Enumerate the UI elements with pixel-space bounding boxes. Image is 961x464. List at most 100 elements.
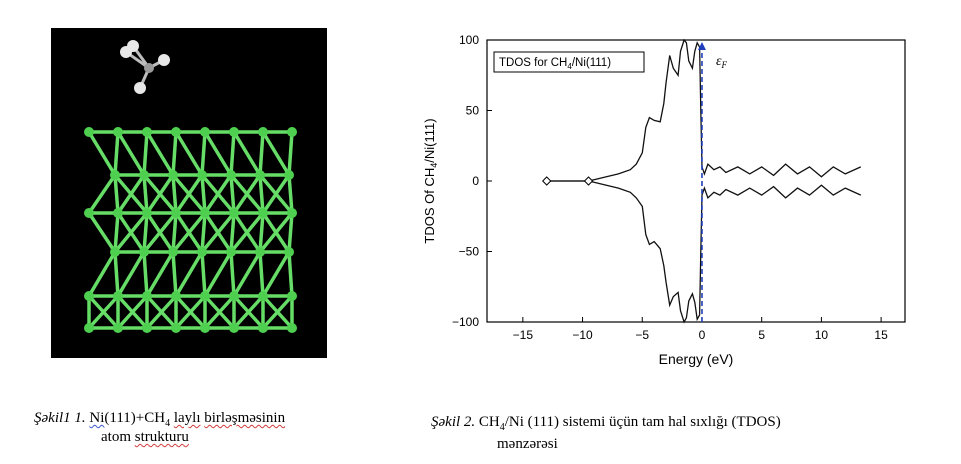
ni-bond	[113, 130, 120, 177]
ni-atom	[139, 247, 149, 257]
svg-text:TDOS for CH4/Ni(111): TDOS for CH4/Ni(111)	[499, 57, 611, 71]
ni-atom	[171, 323, 181, 333]
hydrogen-atom	[158, 54, 170, 66]
tdos-series-line-2	[546, 180, 862, 324]
ni-atom	[113, 208, 123, 218]
ni-bond	[171, 130, 178, 177]
ni-atom	[200, 208, 210, 218]
ni-bond	[200, 173, 207, 215]
tdos-chart: −15 −10 −5 0 5 10 15 100 50 0 −50 −100 TDOS for CH4…	[410, 28, 930, 378]
ni-atom	[168, 247, 178, 257]
ni-bond	[174, 250, 204, 298]
ni-bond	[113, 211, 120, 254]
ni-bond	[200, 211, 236, 254]
caption-word: birləşməsinin	[204, 410, 286, 426]
figure1-caption-line2: atom strukturu	[101, 428, 189, 447]
ni-bond	[287, 130, 294, 177]
carbon-atom	[144, 63, 154, 73]
x-tick-label: −10	[572, 328, 593, 342]
ni-bond	[287, 173, 294, 215]
ni-atom	[139, 170, 149, 180]
ni-bond	[145, 173, 175, 215]
y-tick-label: 50	[466, 104, 480, 118]
ni-atom	[200, 291, 210, 301]
caption-text-rest: /Ni (111) sistemi üçün tam hal sıxlığı (…	[504, 414, 781, 430]
ni-bond	[203, 250, 233, 298]
caption-text: CH	[478, 414, 500, 430]
ni-atom	[258, 127, 268, 137]
ni-atom	[142, 291, 152, 301]
ni-bond	[174, 173, 204, 215]
ni-atom	[287, 323, 297, 333]
ni-bond	[232, 294, 265, 330]
ni-atom	[110, 170, 120, 180]
ni-atom	[171, 208, 181, 218]
ni-atom	[197, 247, 207, 257]
caption-word: atom	[101, 429, 131, 445]
ni-bond	[171, 250, 178, 298]
caption-sub: 4	[499, 422, 505, 433]
ni-atom	[287, 291, 297, 301]
ni-bond	[116, 250, 146, 298]
ni-atom	[110, 247, 120, 257]
ni-bond	[258, 250, 265, 298]
ni-atom	[229, 291, 239, 301]
ni-bond	[116, 173, 146, 215]
atom-structure-image	[51, 28, 327, 358]
ni-atom	[200, 127, 210, 137]
ni-bond	[87, 211, 117, 254]
legend-suffix: /Ni(111)	[572, 57, 611, 69]
caption-word: (111)+CH	[104, 410, 166, 426]
ni-atom	[197, 170, 207, 180]
ni-atom	[226, 247, 236, 257]
ni-atom	[171, 127, 181, 137]
ni-bond	[261, 294, 294, 330]
x-tick-label: 10	[815, 328, 829, 342]
ni-bond	[287, 211, 294, 254]
x-tick-label: 5	[758, 328, 765, 342]
ni-bond	[174, 294, 207, 330]
ni-bond	[145, 130, 175, 177]
ni-bond	[261, 250, 291, 298]
ni-atom	[113, 323, 123, 333]
ni-atom	[287, 208, 297, 218]
ni-bond	[113, 250, 120, 298]
ni-bond	[171, 211, 207, 254]
ni-bond	[203, 130, 233, 177]
ni-bond	[171, 173, 178, 215]
ni-atom	[258, 323, 268, 333]
ni-atom	[142, 323, 152, 333]
ni-atom	[142, 208, 152, 218]
figure2-caption-line2: mənzərəsi	[497, 436, 558, 452]
caption-word: strukturu	[134, 429, 189, 445]
ni-atom	[255, 247, 265, 257]
ni-atom	[84, 127, 94, 137]
ni-atom	[229, 323, 239, 333]
ni-bond	[145, 250, 175, 298]
diamond-marker	[583, 176, 594, 186]
x-tick-label: 15	[874, 328, 888, 342]
ni-atom	[168, 170, 178, 180]
ni-atom	[255, 170, 265, 180]
x-axis-label: Energy (eV)	[659, 351, 734, 367]
ni-bond	[87, 130, 117, 177]
ni-bond	[258, 211, 265, 254]
legend-box: TDOS for CH4/Ni(111)	[493, 51, 645, 73]
y-tick-label: −100	[452, 315, 479, 329]
ni-bond	[87, 250, 117, 298]
ni-bond	[229, 130, 236, 177]
ni-atom	[142, 127, 152, 137]
ni-atom	[84, 323, 94, 333]
figure1-caption: Şəkil1 1. Ni(111)+CH4 laylı birləşməsini…	[34, 409, 285, 433]
ni-bond	[116, 294, 149, 330]
y-tick-label: −50	[459, 245, 480, 259]
ni-atom	[200, 323, 210, 333]
ni-bond	[142, 173, 149, 215]
ni-bond	[229, 211, 236, 254]
ni-bond	[258, 211, 294, 254]
caption-word: laylı	[173, 410, 201, 426]
ni-bond	[142, 130, 149, 177]
ni-bond	[232, 130, 262, 177]
ni-atom	[284, 247, 294, 257]
